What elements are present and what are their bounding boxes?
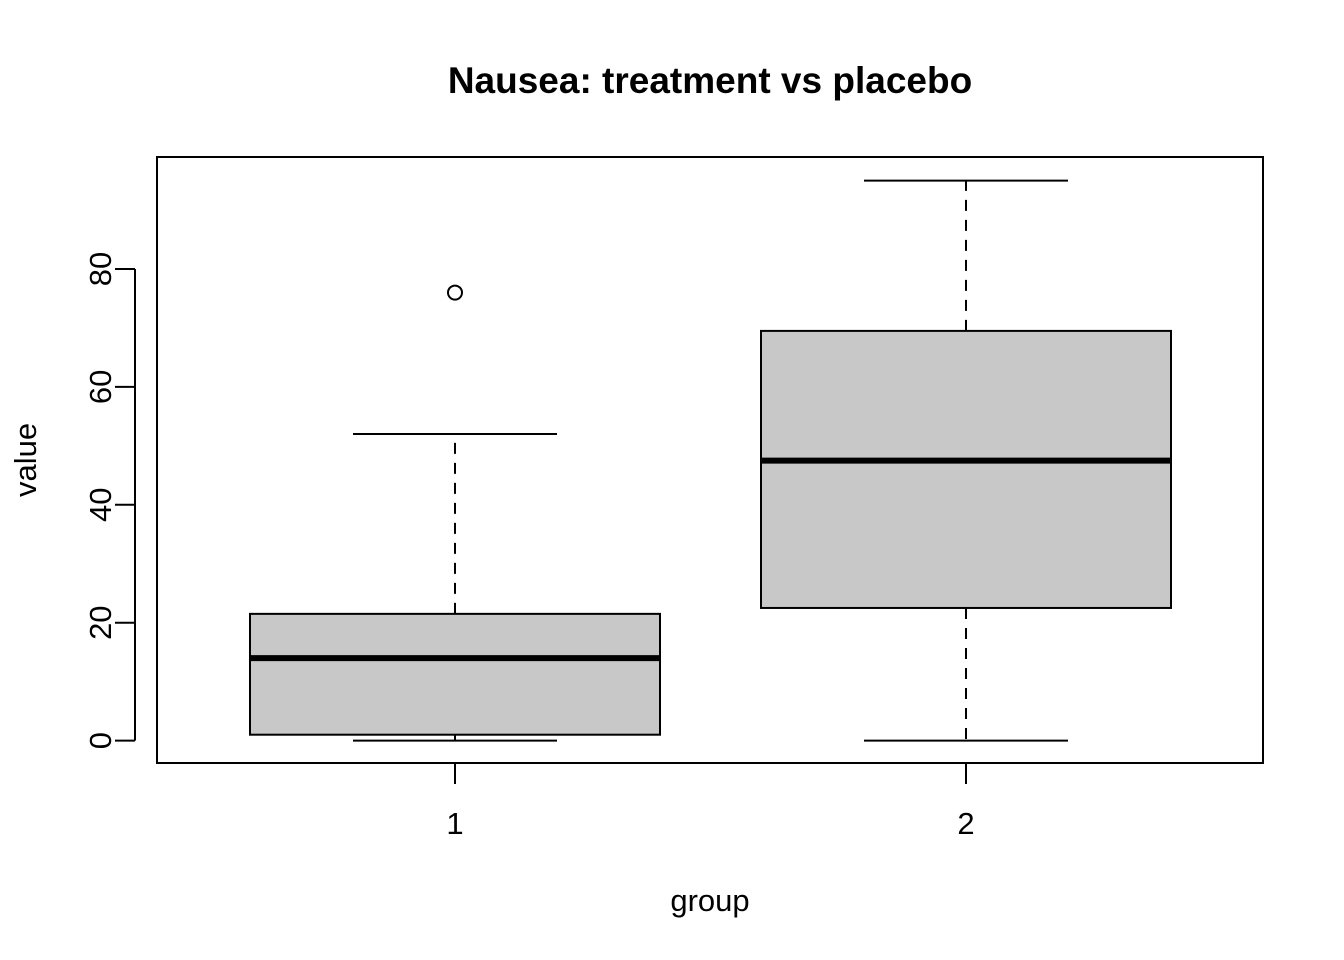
y-axis-title: value [8, 423, 43, 497]
y-tick-label: 40 [83, 488, 118, 522]
x-axis-title: group [670, 883, 749, 918]
y-tick-label: 80 [83, 252, 118, 286]
x-tick-label: 1 [446, 806, 463, 841]
outlier-point [447, 284, 463, 301]
box-iqr [249, 612, 661, 736]
y-tick-label: 60 [83, 370, 118, 404]
y-axis: 0 20 40 60 80 [83, 252, 136, 749]
box-group-2 [760, 179, 1172, 742]
y-tick-label: 20 [83, 605, 118, 639]
box-group-1 [249, 284, 661, 742]
x-tick-label: 2 [957, 806, 974, 841]
y-tick-label: 0 [83, 732, 118, 749]
box-iqr [760, 329, 1172, 609]
chart-title: Nausea: treatment vs placebo [448, 60, 972, 101]
boxplot-series [249, 179, 1172, 742]
